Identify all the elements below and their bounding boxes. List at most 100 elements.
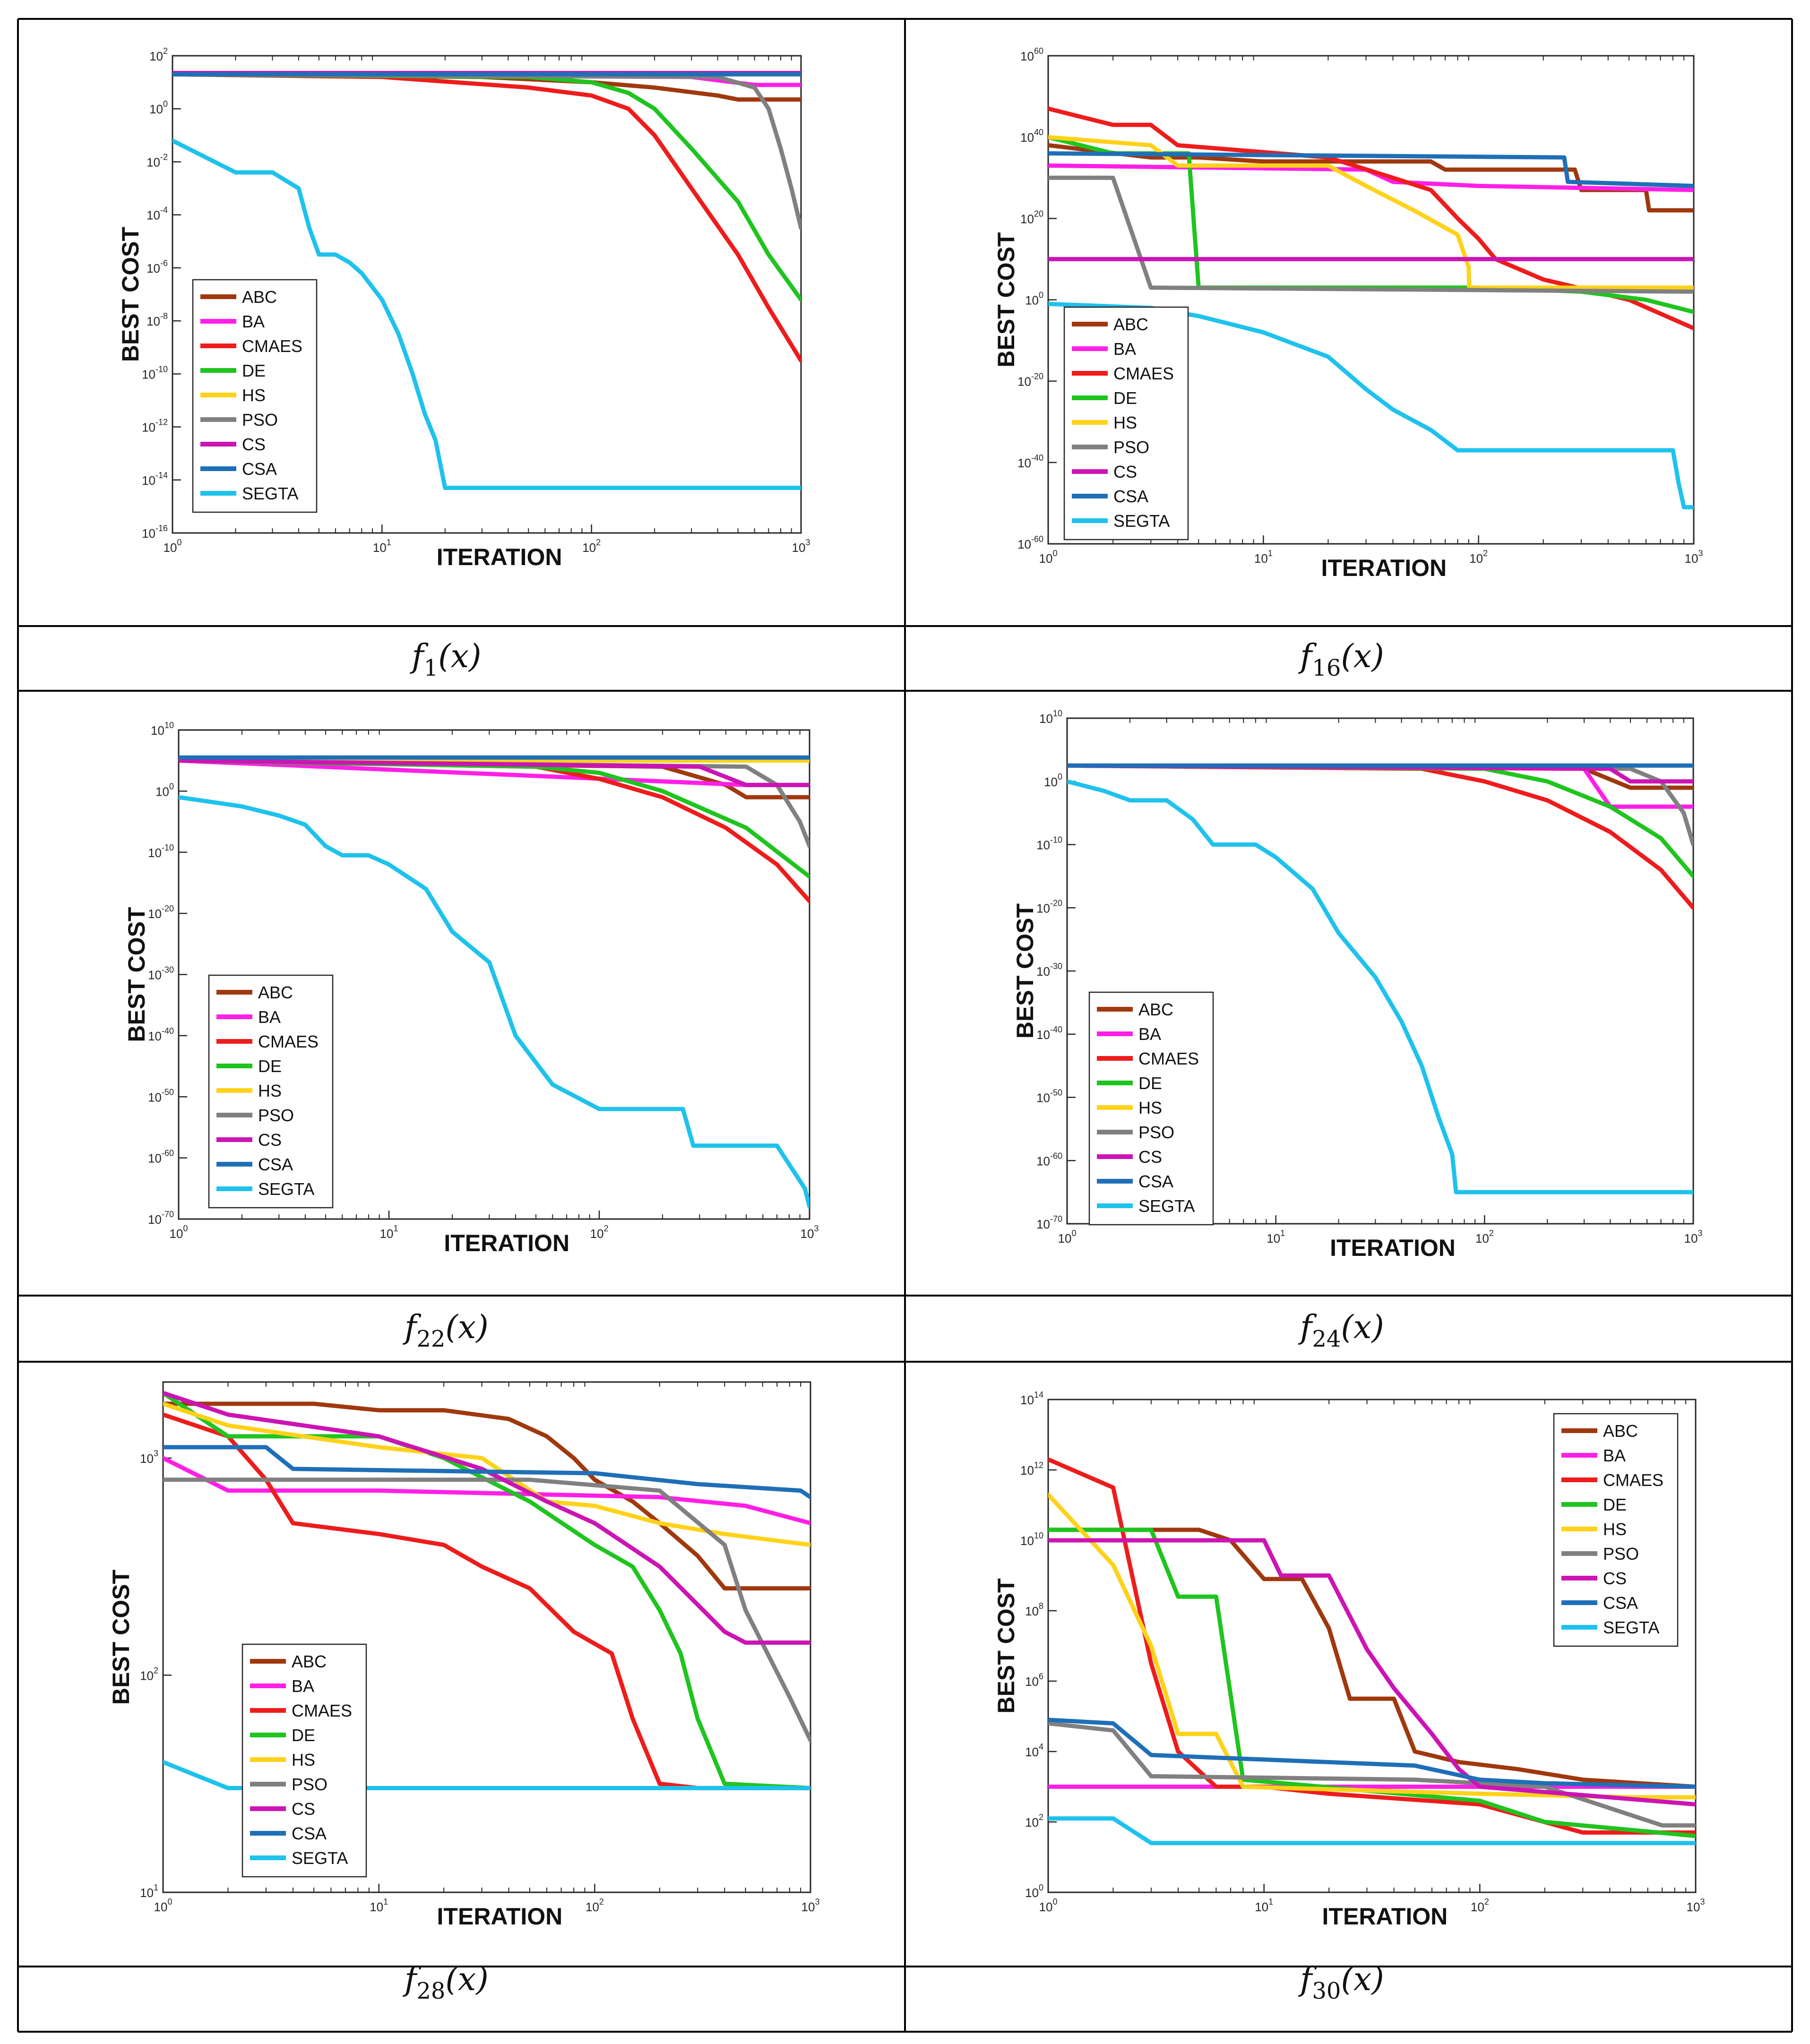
- y-axis-label: BEST COST: [123, 907, 150, 1042]
- x-tick-label: 102: [590, 1224, 609, 1241]
- x-tick-label: 103: [1685, 549, 1703, 566]
- legend-label-segta: SEGTA: [1113, 511, 1170, 531]
- legend-label-ba: BA: [1138, 1024, 1161, 1044]
- legend-label-cs: CS: [242, 435, 266, 454]
- x-tick-label: 101: [1255, 1897, 1273, 1914]
- y-tick-label: 10-12: [142, 418, 168, 435]
- legend: ABC BA CMAES DE HS PSO CS CSA SEGTA: [1063, 306, 1189, 541]
- series-group: [1048, 1457, 1696, 1846]
- x-tick-label: 100: [1039, 1897, 1058, 1914]
- legend-label-cs: CS: [1603, 1569, 1627, 1588]
- y-tick-label: 10-2: [147, 152, 168, 169]
- legend-label-de: DE: [258, 1056, 282, 1076]
- y-tick-label: 10-50: [1036, 1088, 1062, 1105]
- series-line-pso: [163, 1477, 810, 1743]
- y-tick-label: 1060: [1020, 46, 1043, 63]
- legend: ABC BA CMAES DE HS PSO CS CSA SEGTA: [192, 279, 318, 513]
- series-line-segta: [172, 138, 801, 490]
- series-group: [172, 71, 801, 490]
- y-tick-label: 106: [1025, 1672, 1043, 1689]
- y-tick-label: 1014: [1020, 1390, 1043, 1407]
- legend-label-abc: ABC: [1603, 1421, 1638, 1441]
- series-group: [179, 755, 810, 1209]
- series-line-csa: [1048, 151, 1694, 188]
- y-tick-label: 10-4: [147, 206, 168, 223]
- chart-f1: 100 101 102 103 102 100 10-2 10-4 10-6 10-8 10-10 1…: [117, 46, 810, 681]
- series-group: [1048, 106, 1694, 509]
- legend-label-abc: ABC: [292, 1652, 327, 1671]
- series-line-pso: [1048, 175, 1694, 294]
- legend-label-cmaes: CMAES: [292, 1701, 352, 1720]
- caption-f1: f1(x): [409, 638, 481, 681]
- series-line-cmaes: [163, 1412, 810, 1790]
- table-grid: [17, 18, 1793, 2033]
- y-tick-label: 102: [140, 1666, 158, 1683]
- series-line-cmaes: [172, 72, 801, 363]
- legend-label-hs: HS: [1138, 1098, 1162, 1117]
- x-tick-label: 101: [380, 1224, 398, 1241]
- legend-label-de: DE: [242, 361, 266, 380]
- legend-label-cmaes: CMAES: [242, 336, 302, 356]
- caption-f22: f22(x): [402, 1309, 489, 1352]
- y-axis-label: BEST COST: [993, 232, 1019, 367]
- legend-label-hs: HS: [1603, 1520, 1627, 1539]
- legend-label-cmaes: CMAES: [1603, 1470, 1663, 1490]
- legend-label-abc: ABC: [242, 287, 277, 307]
- legend-label-segta: SEGTA: [242, 484, 298, 503]
- legend-label-abc: ABC: [1138, 1000, 1173, 1019]
- y-axis-label: BEST COST: [993, 1578, 1019, 1713]
- y-axis-label: BEST COST: [1012, 903, 1038, 1039]
- y-tick-label: 100: [149, 99, 168, 116]
- legend-label-hs: HS: [1113, 413, 1137, 432]
- y-tick-label: 100: [1025, 291, 1043, 308]
- legend: ABC BA CMAES DE HS PSO CS CSA SEGTA: [1088, 991, 1214, 1226]
- y-tick-label: 10-8: [147, 311, 168, 328]
- series-group: [163, 1391, 810, 1790]
- x-tick-label: 101: [1267, 1228, 1285, 1245]
- y-tick-label: 10-60: [1036, 1151, 1062, 1168]
- legend-label-de: DE: [292, 1726, 315, 1745]
- series-line-segta: [1048, 301, 1694, 509]
- x-tick-label: 101: [370, 1897, 388, 1914]
- y-tick-label: 10-70: [1036, 1214, 1062, 1231]
- legend: ABC BA CMAES DE HS PSO CS CSA SEGTA: [241, 1643, 367, 1878]
- legend-label-cmaes: CMAES: [258, 1032, 319, 1051]
- legend-label-cmaes: CMAES: [1113, 364, 1174, 383]
- y-tick-label: 10-70: [148, 1210, 174, 1227]
- x-axis-label: ITERATION: [437, 1903, 563, 1930]
- y-tick-label: 1040: [1020, 128, 1043, 145]
- x-tick-label: 100: [164, 538, 182, 555]
- x-tick-label: 100: [170, 1224, 188, 1241]
- x-axis-label: ITERATION: [437, 544, 562, 570]
- legend-label-csa: CSA: [242, 459, 277, 479]
- series-line-cs: [179, 758, 810, 787]
- y-tick-label: 10-20: [1017, 372, 1043, 389]
- series-line-abc: [1048, 143, 1694, 213]
- legend-label-hs: HS: [292, 1750, 315, 1769]
- legend-label-segta: SEGTA: [292, 1848, 348, 1868]
- legend-label-csa: CSA: [1603, 1593, 1638, 1613]
- series-line-de: [163, 1391, 810, 1790]
- caption-f16: f16(x): [1298, 638, 1384, 681]
- x-tick-label: 100: [1058, 1228, 1077, 1245]
- x-tick-label: 103: [802, 1897, 820, 1914]
- x-axis-label: ITERATION: [1322, 1903, 1448, 1930]
- y-tick-label: 108: [1025, 1601, 1043, 1618]
- caption-f28: f28(x): [402, 1961, 489, 2004]
- legend-label-pso: PSO: [242, 410, 278, 429]
- caption-f24: f24(x): [1298, 1309, 1384, 1352]
- series-line-pso: [1048, 1721, 1696, 1828]
- y-tick-label: 100: [155, 782, 174, 799]
- y-tick-label: 10-10: [148, 843, 174, 860]
- legend-label-abc: ABC: [258, 983, 293, 1002]
- y-tick-label: 102: [1025, 1812, 1043, 1829]
- legend-label-cs: CS: [1138, 1147, 1162, 1167]
- series-line-ba: [1048, 163, 1694, 192]
- chart-f16: 100 101 102 103 1060 1040 1020 100 10-20 10-40 10-…: [993, 46, 1703, 681]
- y-tick-label: 10-10: [1036, 835, 1062, 852]
- x-tick-label: 102: [1471, 1897, 1489, 1914]
- x-tick-label: 103: [792, 538, 810, 555]
- x-tick-label: 102: [582, 538, 601, 555]
